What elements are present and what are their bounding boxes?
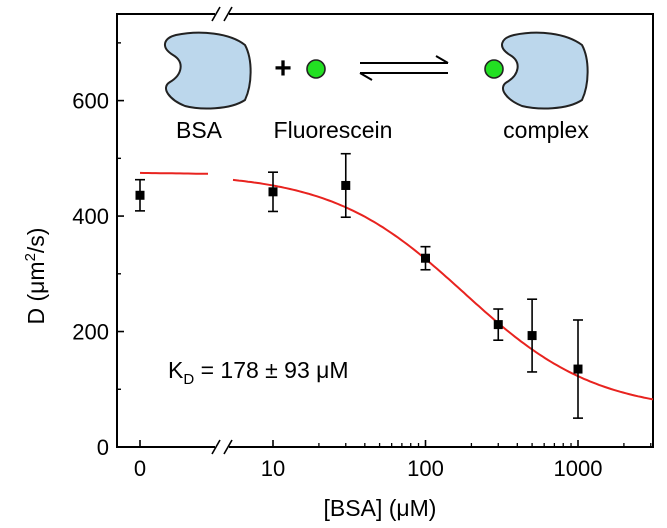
x-tick-label: 100: [407, 456, 444, 481]
data-point-layer: [135, 180, 583, 374]
x-tick-label: 10: [261, 456, 285, 481]
tick-layer: 0 200 400 600 0 10 100 1000: [72, 42, 652, 481]
complex-protein-shape: [501, 31, 589, 110]
axis-break-bottom: [211, 439, 233, 455]
axis-break-top: [211, 6, 233, 22]
y-axis-title-main: D (μm: [23, 261, 49, 324]
fluorescein-label: Fluorescein: [274, 117, 393, 143]
y-axis-title-end: /s): [23, 228, 49, 254]
fit-layer: [139, 171, 654, 401]
axis-break-gap: [215, 11, 229, 17]
y-tick-label: 0: [97, 435, 109, 460]
axis-break-slash: [223, 6, 233, 22]
x-tick-label: 1000: [554, 456, 603, 481]
data-point: [135, 190, 145, 200]
error-bar-layer: [135, 152, 583, 419]
y-tick-label: 600: [72, 89, 109, 114]
plot-frame: [116, 13, 654, 448]
data-point: [527, 331, 537, 341]
axis-break-layer: [211, 6, 233, 455]
y-tick-label: 400: [72, 204, 109, 229]
fluorescein-molecule: [306, 59, 326, 79]
y-axis-title: D (μm2/s): [22, 228, 49, 325]
axis-break-gap: [215, 444, 229, 450]
fit-curve-zero-segment: [139, 171, 208, 175]
x-axis-title: [BSA] (μM): [324, 495, 437, 521]
fit-curve: [232, 178, 654, 401]
bsa-protein-shape: [164, 31, 252, 110]
x-tick-label: 0: [134, 456, 146, 481]
plus-sign: +: [274, 52, 292, 85]
data-point: [341, 180, 351, 190]
kd-symbol: K: [168, 357, 184, 383]
y-tick-label: 200: [72, 320, 109, 345]
complex-label: complex: [503, 117, 589, 143]
y-axis-title-superscript: 2: [22, 253, 39, 261]
axis-break-slash: [211, 6, 221, 22]
data-point: [573, 364, 583, 374]
data-point: [421, 253, 430, 263]
data-point: [493, 320, 503, 330]
bsa-label: BSA: [176, 117, 223, 143]
axis-break-slash: [223, 439, 233, 455]
plot-border: [116, 13, 654, 448]
binding-scheme: BSA + Fluorescein complex: [164, 31, 589, 143]
axis-break-slash: [211, 439, 221, 455]
kd-value: = 178 ± 93 μM: [194, 357, 348, 383]
kd-annotation: KD = 178 ± 93 μM: [168, 357, 349, 388]
data-point: [268, 187, 278, 197]
bound-fluorescein: [484, 59, 504, 79]
kd-subscript: D: [183, 371, 194, 388]
equilibrium-arrows: [359, 55, 449, 81]
